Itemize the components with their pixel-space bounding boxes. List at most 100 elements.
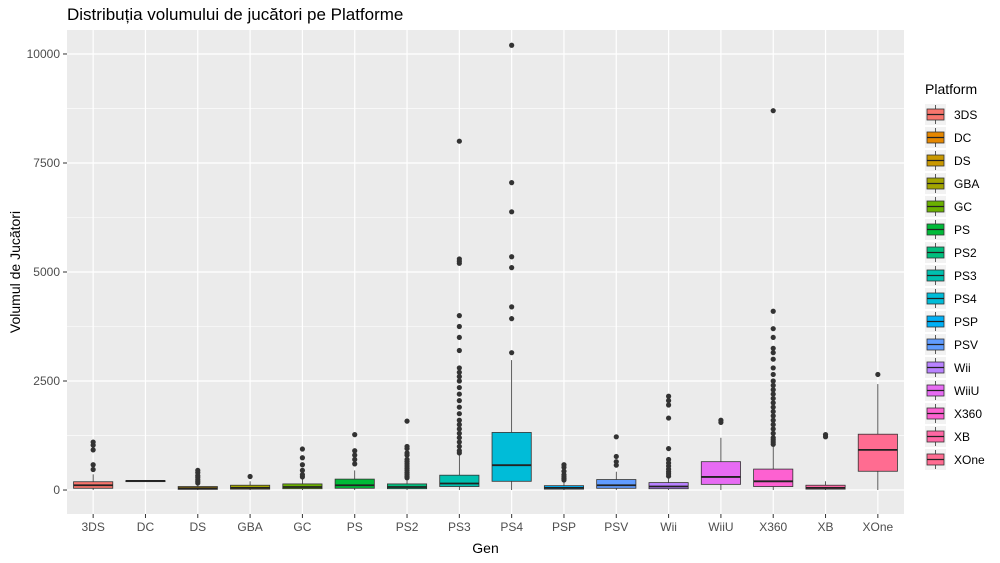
outlier-point xyxy=(613,459,619,465)
legend-label: XB xyxy=(954,430,970,444)
outlier-point xyxy=(456,369,462,375)
box-body xyxy=(700,461,741,485)
legend-item-Wii: Wii xyxy=(925,357,971,378)
box-body xyxy=(491,432,532,482)
outlier-point xyxy=(456,313,462,319)
outlier-point xyxy=(613,453,619,460)
outlier-point xyxy=(352,448,358,454)
outlier-point xyxy=(456,411,462,417)
chart-title: Distribuția volumului de jucători pe Pla… xyxy=(67,5,404,24)
outlier-point xyxy=(770,422,776,428)
legend-label: PS3 xyxy=(954,269,977,283)
outlier-point xyxy=(352,456,358,463)
outlier-point xyxy=(456,384,462,391)
outlier-point xyxy=(195,467,201,473)
outlier-point xyxy=(770,391,776,397)
legend-item-X360: X360 xyxy=(925,403,982,424)
x-tick-label: PSP xyxy=(552,520,576,534)
outlier-point xyxy=(509,350,515,356)
y-axis: 0 2500 5000 7500 10000 xyxy=(27,47,67,497)
box-PS3 xyxy=(439,138,480,491)
legend-item-DC: DC xyxy=(925,127,972,148)
box-body xyxy=(753,468,794,487)
box-PSP xyxy=(543,462,584,491)
outlier-point xyxy=(770,350,776,356)
outlier-point xyxy=(770,430,776,436)
outlier-point xyxy=(770,417,776,423)
outlier-point xyxy=(770,108,776,114)
outlier-point xyxy=(456,138,462,144)
outlier-point xyxy=(509,209,515,215)
x-axis-title: Gen xyxy=(472,540,498,556)
outlier-point xyxy=(404,456,410,463)
outlier-point xyxy=(770,395,776,402)
outlier-point xyxy=(875,371,881,378)
legend-item-3DS: 3DS xyxy=(925,104,977,125)
outlier-point xyxy=(665,456,672,463)
outlier-point xyxy=(770,426,776,432)
outlier-point xyxy=(456,256,462,262)
outlier-point xyxy=(561,462,567,468)
outlier-point xyxy=(456,443,462,450)
legend-label: GBA xyxy=(954,177,979,191)
legend-label: PSV xyxy=(954,338,978,352)
outlier-point xyxy=(509,180,515,186)
legend-item-PSP: PSP xyxy=(925,311,978,332)
legend-title: Platform xyxy=(925,81,977,97)
outlier-point xyxy=(456,426,462,432)
outlier-point xyxy=(770,408,776,415)
outlier-point xyxy=(665,402,672,408)
outlier-point xyxy=(509,265,515,271)
outlier-point xyxy=(456,334,462,341)
outlier-point xyxy=(90,439,96,445)
outlier-point xyxy=(770,308,776,314)
outlier-point xyxy=(770,382,776,388)
box-PS xyxy=(334,432,375,491)
legend-label: PS4 xyxy=(954,292,977,306)
legend-label: PSP xyxy=(954,315,978,329)
x-tick-label: Wii xyxy=(660,520,677,534)
box-PSV xyxy=(596,434,637,491)
outlier-point xyxy=(352,461,358,467)
x-tick-label: PS2 xyxy=(396,520,419,534)
outlier-point xyxy=(665,445,672,452)
grid-lines xyxy=(67,30,904,514)
y-tick-label: 10000 xyxy=(27,47,61,61)
legend-label: PS2 xyxy=(954,246,977,260)
x-tick-label: DC xyxy=(137,520,155,534)
outlier-point xyxy=(770,365,776,371)
outlier-point xyxy=(404,443,410,450)
legend-item-PS3: PS3 xyxy=(925,265,977,286)
box-PS4 xyxy=(491,42,532,491)
x-axis: 3DS DC DS GBA GC PS PS2 PS3 PS4 PSP PSV Wii WiiU X360… xyxy=(81,514,894,534)
box-GC xyxy=(282,446,323,491)
outlier-point xyxy=(90,462,96,468)
outlier-point xyxy=(770,400,776,406)
y-tick-label: 2500 xyxy=(33,374,60,388)
legend-label: Wii xyxy=(954,361,971,375)
outlier-point xyxy=(770,356,776,362)
outlier-point xyxy=(509,254,515,260)
box-body xyxy=(857,433,898,472)
legend-label: PS xyxy=(954,223,970,237)
outlier-point xyxy=(299,467,306,473)
outlier-point xyxy=(509,304,515,310)
legend-label: DC xyxy=(954,131,972,145)
outlier-point xyxy=(456,422,462,428)
x-tick-label: DS xyxy=(189,520,206,534)
outlier-point xyxy=(404,450,410,456)
outlier-point xyxy=(299,455,306,461)
outlier-point xyxy=(509,316,515,322)
box-3DS xyxy=(73,439,114,491)
boxes-layer xyxy=(73,42,898,491)
legend-item-XOne: XOne xyxy=(925,449,985,470)
outlier-point xyxy=(770,326,776,332)
box-WiiU xyxy=(700,417,741,491)
outlier-point xyxy=(665,393,672,399)
x-tick-label: 3DS xyxy=(81,520,104,534)
legend-label: XOne xyxy=(954,453,985,467)
box-Wii xyxy=(648,393,689,491)
outlier-point xyxy=(665,415,672,421)
legend-label: GC xyxy=(954,200,972,214)
